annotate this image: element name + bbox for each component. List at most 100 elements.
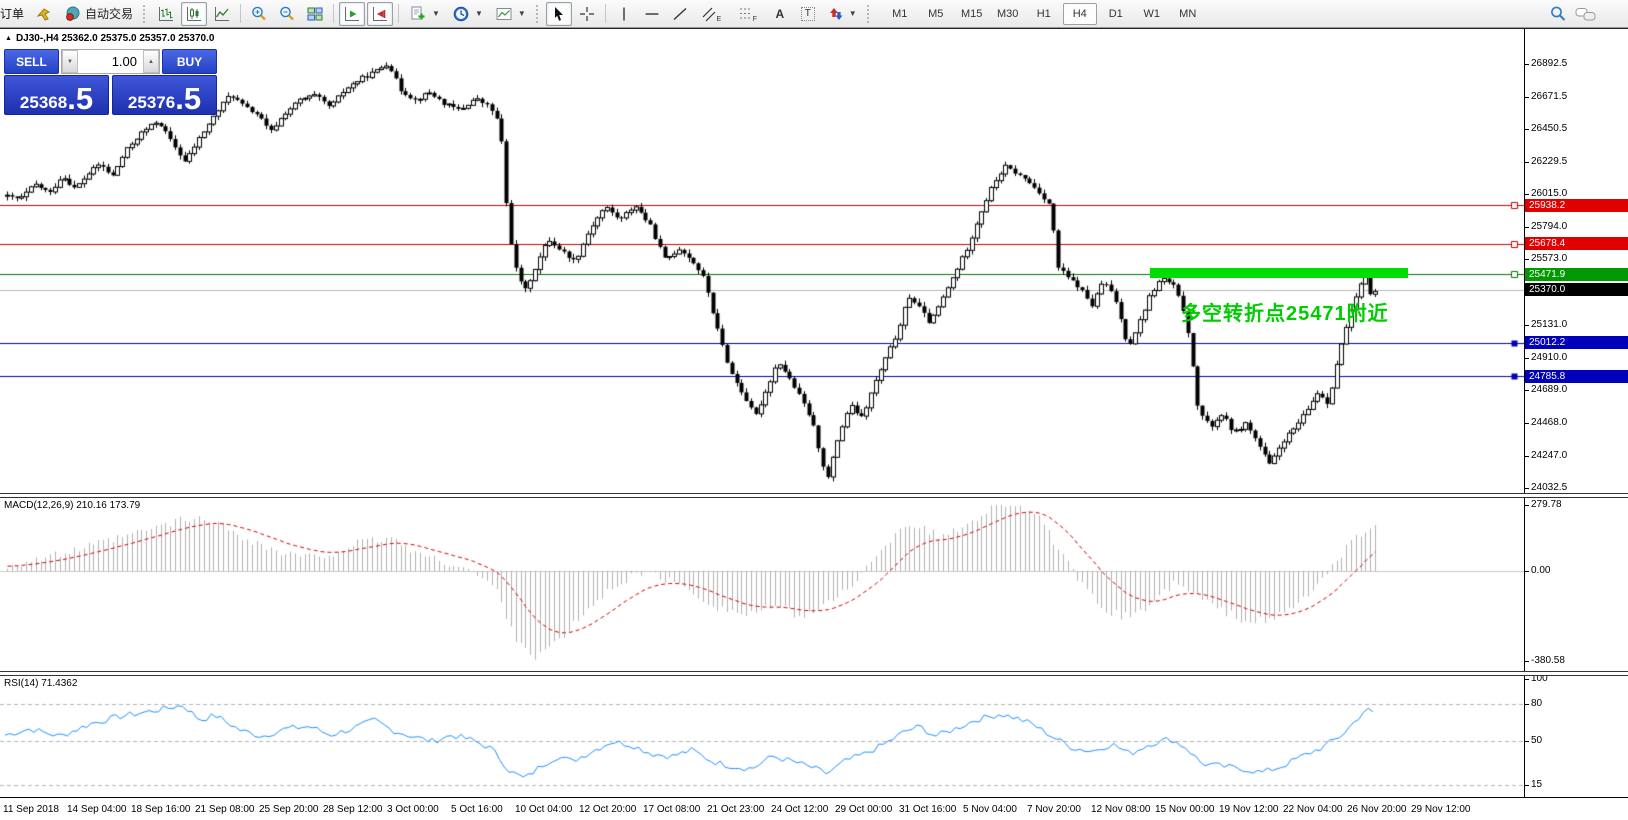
timeframe-m15[interactable]: M15 <box>961 7 983 20</box>
time-tick-label: 25 Sep 20:00 <box>259 804 319 815</box>
axis-tick-label: 279.78 <box>1525 498 1562 510</box>
timeframe-m30[interactable]: M30 <box>997 7 1019 20</box>
axis-tick-label: 24032.5 <box>1524 481 1568 493</box>
indicators-button[interactable]: ▼ <box>404 2 445 26</box>
time-tick-label: 15 Nov 00:00 <box>1155 804 1215 815</box>
rsi-indicator-label: RSI(14) 71.4362 <box>4 678 78 689</box>
pane-separator[interactable] <box>0 493 1628 498</box>
price-level-label: 25938.2 <box>1525 198 1628 212</box>
axis-tick-label: -380.58 <box>1525 654 1565 666</box>
axis-tick-label: 25794.0 <box>1524 220 1568 232</box>
clock-icon <box>452 5 470 23</box>
channel-icon <box>702 5 716 23</box>
resistance-highlight-bar[interactable] <box>1150 268 1408 278</box>
buy-price-fraction: .5 <box>175 80 202 116</box>
volume-box: ▼ 1.00 ▲ <box>61 49 160 74</box>
timeframe-m1[interactable]: M1 <box>892 7 908 20</box>
toolbar-right <box>1544 2 1600 26</box>
axis-tick-label: 24468.0 <box>1524 417 1568 429</box>
chevron-down-icon: ▼ <box>517 9 526 18</box>
crosshair-button[interactable] <box>574 2 600 26</box>
zoom-out-button[interactable] <box>274 2 300 26</box>
timeframe-m5[interactable]: M5 <box>928 7 944 20</box>
templates-button[interactable]: ▼ <box>490 2 531 26</box>
time-tick-label: 22 Nov 04:00 <box>1283 804 1343 815</box>
fibonacci-icon <box>739 5 753 23</box>
fibonacci-button[interactable]: F <box>731 2 765 26</box>
periods-button[interactable]: ▼ <box>447 2 488 26</box>
volume-input[interactable]: 1.00 <box>111 54 137 69</box>
line-chart-icon <box>213 5 231 23</box>
time-tick-label: 17 Oct 08:00 <box>643 804 701 815</box>
time-tick-label: 14 Sep 04:00 <box>67 804 127 815</box>
time-axis[interactable]: 11 Sep 2018 14 Sep 04:00 18 Sep 16:00 21 Se… <box>0 804 1524 820</box>
tile-windows-button[interactable] <box>302 2 328 26</box>
new-order-button[interactable]: 订单 <box>0 2 29 26</box>
autoscroll-button[interactable] <box>339 1 366 26</box>
cursor-button[interactable] <box>545 1 572 26</box>
chat-button[interactable] <box>1573 2 1599 26</box>
volume-up-button[interactable]: ▲ <box>143 50 159 73</box>
axis-tick-label: 100 <box>1525 673 1548 684</box>
pane-separator[interactable] <box>0 671 1628 676</box>
timeframe-w1[interactable]: W1 <box>1143 7 1160 20</box>
text-label-button[interactable]: T <box>795 2 821 26</box>
price-level-label: 25012.2 <box>1525 336 1628 350</box>
candlestick-button[interactable] <box>181 1 208 26</box>
timeframe-mn[interactable]: MN <box>1179 7 1197 20</box>
autotrade-button[interactable]: 自动交易 <box>59 2 138 26</box>
channel-letter: E <box>716 15 722 23</box>
horizontal-line-button[interactable] <box>639 2 665 26</box>
axis-tick-label: 0.00 <box>1524 565 1551 576</box>
time-tick-label: 10 Oct 04:00 <box>515 804 573 815</box>
buy-price-box[interactable]: 25376 .5 <box>112 75 217 115</box>
timeframe-d1[interactable]: D1 <box>1108 7 1123 20</box>
equidistant-channel-button[interactable]: E <box>695 2 729 26</box>
volume-down-button[interactable]: ▼ <box>62 50 78 73</box>
chart-title: ▲ DJ30-,H4 25362.0 25375.0 25357.0 25370.… <box>5 33 214 44</box>
price-axis[interactable]: 26892.5 26671.5 26450.5 26229.5 26015.0 25794… <box>1524 29 1628 797</box>
search-button[interactable] <box>1545 2 1571 26</box>
timeframe-h4[interactable]: H4 <box>1062 2 1097 25</box>
sell-button[interactable]: SELL <box>4 49 59 74</box>
sell-price-main: 25368 <box>19 93 68 112</box>
toolbar-grip <box>535 4 541 23</box>
time-tick-label: 19 Nov 12:00 <box>1219 804 1279 815</box>
history-hammer-button[interactable] <box>31 2 57 26</box>
time-tick-label: 5 Nov 04:00 <box>963 804 1017 815</box>
autotrade-label: 自动交易 <box>85 7 134 21</box>
text-tool-button[interactable]: A <box>767 2 793 26</box>
collapse-panel-icon[interactable]: ▲ <box>5 35 12 42</box>
bar-chart-button[interactable] <box>153 2 179 26</box>
time-tick-label: 29 Oct 00:00 <box>835 804 893 815</box>
price-level-label: 24785.8 <box>1525 369 1628 383</box>
price-level-label: 25678.4 <box>1525 237 1628 251</box>
time-tick-label: 18 Sep 16:00 <box>131 804 191 815</box>
buy-price-main: 25376 <box>127 93 176 112</box>
price-chart-canvas[interactable] <box>0 31 1524 797</box>
zoom-in-icon <box>250 5 268 23</box>
tile-windows-icon <box>306 5 324 23</box>
vertical-line-button[interactable] <box>611 2 637 26</box>
text-label-icon: T <box>800 6 815 21</box>
timeframe-group: M1 M5 M15 M30 H1 H4 D1 W1 MN <box>882 2 1206 25</box>
chevron-down-icon: ▼ <box>432 9 440 18</box>
arrows-button[interactable]: ▼ <box>823 2 862 26</box>
time-tick-label: 3 Oct 00:00 <box>387 804 439 815</box>
zoom-in-button[interactable] <box>246 2 272 26</box>
buy-button[interactable]: BUY <box>162 49 217 74</box>
time-tick-label: 24 Oct 12:00 <box>771 804 829 815</box>
chart-shift-button[interactable] <box>367 1 394 26</box>
axis-tick-label: 24247.0 <box>1524 449 1568 461</box>
time-tick-label: 12 Oct 20:00 <box>579 804 637 815</box>
timeframe-h1[interactable]: H1 <box>1036 7 1051 20</box>
sell-price-box[interactable]: 25368 .5 <box>4 75 109 115</box>
trendline-button[interactable] <box>667 2 693 26</box>
price-level-label: 25370.0 <box>1525 283 1628 297</box>
axis-tick-label: 26671.5 <box>1524 90 1568 102</box>
time-tick-label: 7 Nov 20:00 <box>1027 804 1081 815</box>
chart-title-text: DJ30-,H4 25362.0 25375.0 25357.0 25370.0 <box>15 33 215 44</box>
axis-tick-label: 25573.0 <box>1524 253 1568 265</box>
line-chart-button[interactable] <box>209 2 235 26</box>
